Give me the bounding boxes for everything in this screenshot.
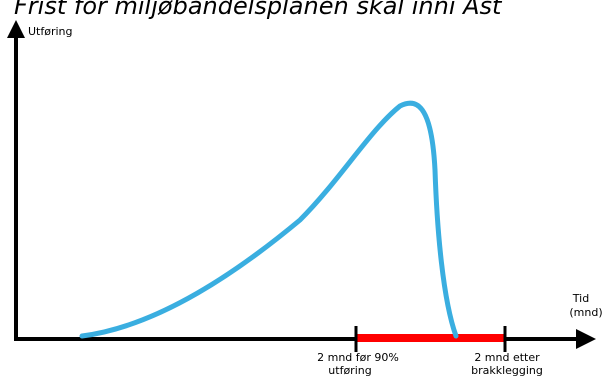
y-axis-arrow-icon [7, 20, 25, 38]
y-axis-label: Utføring [28, 25, 73, 38]
x-axis-label-line1: Tid [572, 292, 589, 305]
x-axis-label-line2: (mnd) [569, 306, 602, 319]
marker-right-label-line1: 2 mnd etter [474, 351, 540, 364]
marker-left-label-line2: utføring [328, 364, 371, 376]
workload-curve [79, 100, 459, 339]
x-axis-arrow-icon [576, 329, 596, 349]
diagram-title: Frist for miljøbandelsplanen skal inni A… [14, 0, 503, 20]
marker-left-label-line1: 2 mnd før 90% [317, 351, 399, 364]
marker-right-label-line2: brakklegging [471, 364, 543, 376]
